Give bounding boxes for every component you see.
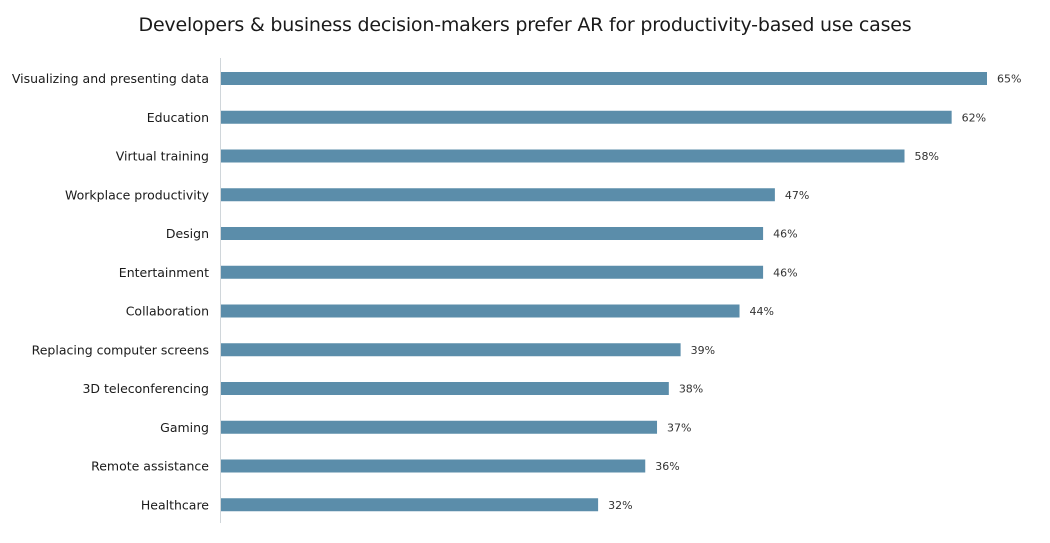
category-label-10: Remote assistance bbox=[91, 459, 209, 474]
bar-1 bbox=[221, 110, 952, 124]
bar-5 bbox=[221, 265, 764, 279]
value-label-2: 58% bbox=[915, 150, 939, 163]
category-label-3: Workplace productivity bbox=[65, 187, 210, 202]
bar-9 bbox=[221, 420, 658, 434]
bar-7 bbox=[221, 343, 681, 357]
category-label-2: Virtual training bbox=[116, 149, 209, 164]
bar-3 bbox=[221, 188, 775, 202]
value-label-3: 47% bbox=[785, 189, 809, 202]
value-label-8: 38% bbox=[679, 383, 703, 396]
value-label-9: 37% bbox=[667, 421, 691, 434]
bar-2 bbox=[221, 149, 905, 163]
category-label-0: Visualizing and presenting data bbox=[12, 71, 209, 86]
bar-10 bbox=[221, 459, 646, 473]
category-label-1: Education bbox=[147, 110, 209, 125]
value-label-1: 62% bbox=[962, 111, 986, 124]
chart-title: Developers & business decision-makers pr… bbox=[138, 14, 912, 36]
category-label-6: Collaboration bbox=[126, 304, 209, 319]
bars-group bbox=[221, 72, 987, 512]
category-label-8: 3D teleconferencing bbox=[82, 381, 209, 396]
value-label-5: 46% bbox=[773, 266, 797, 279]
value-label-4: 46% bbox=[773, 228, 797, 241]
category-label-5: Entertainment bbox=[119, 265, 209, 280]
value-label-6: 44% bbox=[750, 305, 774, 318]
bar-8 bbox=[221, 382, 669, 395]
bar-4 bbox=[221, 227, 764, 240]
value-labels-group: 65% 62% 58% 47% 46% 46% 44% 39% 38% 37% 36% 32% bbox=[608, 73, 1021, 512]
value-label-7: 39% bbox=[691, 344, 715, 357]
category-label-11: Healthcare bbox=[141, 497, 209, 512]
category-label-7: Replacing computer screens bbox=[32, 342, 209, 357]
value-label-0: 65% bbox=[997, 73, 1021, 86]
bar-6 bbox=[221, 304, 740, 318]
category-label-9: Gaming bbox=[160, 420, 209, 435]
value-label-10: 36% bbox=[655, 460, 679, 473]
category-label-4: Design bbox=[166, 226, 209, 241]
value-label-11: 32% bbox=[608, 499, 632, 512]
bar-11 bbox=[221, 498, 599, 512]
category-labels-group: Visualizing and presenting data Education… bbox=[12, 71, 210, 512]
bar-0 bbox=[221, 72, 987, 85]
